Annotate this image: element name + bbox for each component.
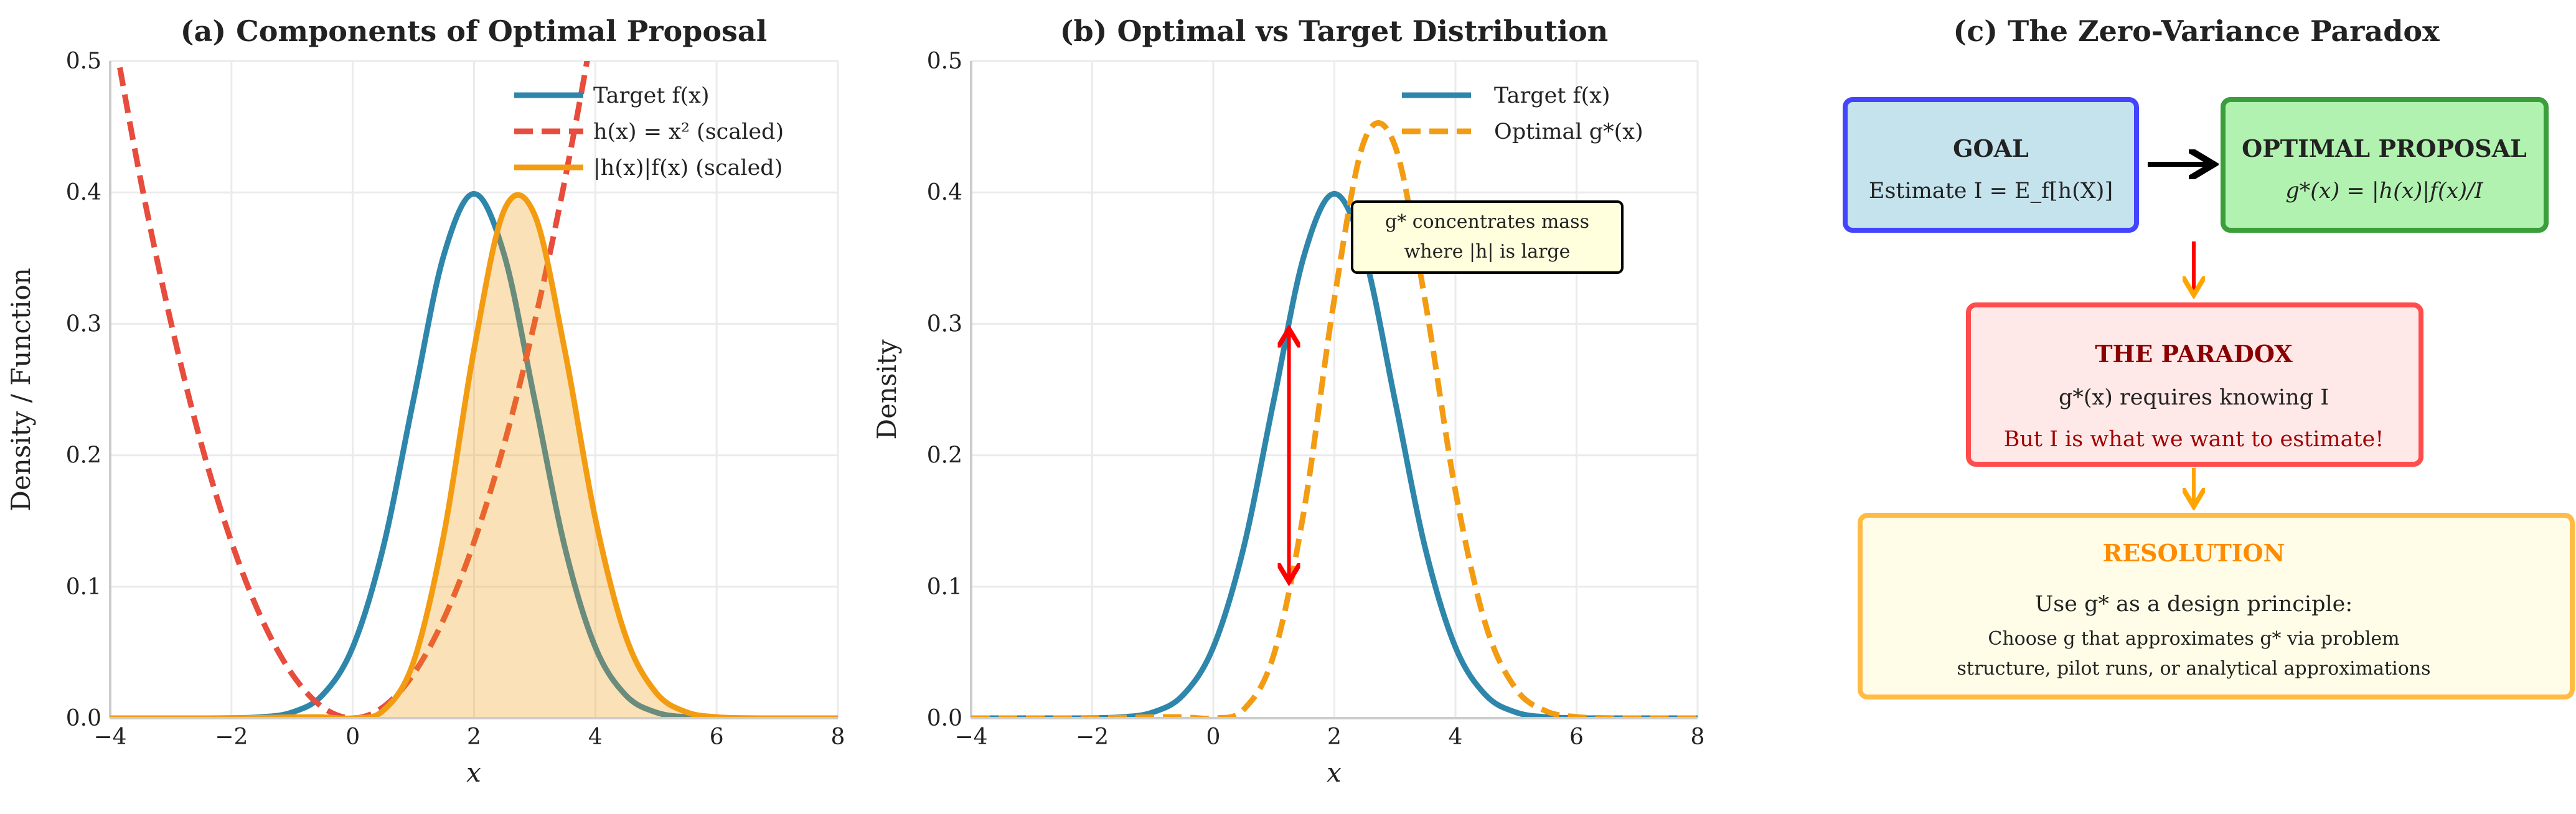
y-tick-label: 0.5 (66, 49, 101, 74)
optimal-text: g*(x) = |h(x)|f(x)/I (2285, 179, 2483, 204)
x-tick-label: 6 (1569, 724, 1584, 750)
x-tick-label: 0 (346, 724, 360, 750)
y-tick-label: 0.3 (927, 311, 962, 337)
x-tick-label: 6 (710, 724, 724, 750)
legend-label: Target f(x) (1494, 83, 1610, 108)
series-fill-area (110, 195, 838, 718)
diagram-title: (c) The Zero-Variance Paradox (1953, 14, 2440, 48)
annotation-text: where |h| is large (1404, 241, 1571, 263)
resolution-line1: Use g* as a design principle: (2035, 592, 2353, 617)
optimal-proposal-box: OPTIMAL PROPOSAL g*(x) = |h(x)|f(x)/I (2221, 97, 2549, 233)
x-tick-label: −4 (954, 724, 987, 750)
paradox-box-frame (1966, 302, 2423, 467)
y-tick-label: 0.2 (66, 443, 101, 469)
optimal-title: OPTIMAL PROPOSAL (2242, 134, 2527, 162)
annotation-text: g* concentrates mass (1385, 211, 1589, 233)
optimal-box-frame (2221, 97, 2549, 233)
x-tick-label: 2 (1327, 724, 1342, 750)
x-tick-label: 2 (467, 724, 481, 750)
legend-label: Optimal g*(x) (1494, 119, 1643, 144)
x-tick-label: −4 (93, 724, 126, 750)
y-axis-label: Density / Function (6, 268, 36, 511)
resolution-title: RESOLUTION (2103, 539, 2285, 567)
goal-text: Estimate I = E_f[h(X)] (1869, 179, 2113, 204)
resolution-box-frame (1858, 513, 2575, 699)
annotation-box (1351, 200, 1624, 274)
resolution-line3: structure, pilot runs, or analytical app… (1957, 658, 2431, 680)
y-tick-label: 0.0 (66, 706, 101, 731)
y-tick-label: 0.1 (927, 574, 962, 600)
x-tick-label: 0 (1206, 724, 1221, 750)
resolution-line2: Choose g that approximates g* via proble… (1988, 628, 2399, 650)
goal-box-frame (1843, 97, 2139, 233)
x-axis-label: x (1327, 757, 1342, 788)
y-tick-label: 0.4 (66, 180, 101, 205)
paradox-title: THE PARADOX (2095, 340, 2293, 368)
y-tick-label: 0.5 (927, 49, 962, 74)
panel-a-chart: (a) Components of Optimal Proposal Densi… (6, 14, 845, 788)
x-axis-label: x (466, 757, 481, 788)
x-tick-label: 8 (1691, 724, 1705, 750)
paradox-line2: But I is what we want to estimate! (2004, 427, 2384, 452)
y-tick-label: 0.1 (66, 574, 101, 600)
panel-c-diagram: (c) The Zero-Variance Paradox GOAL Estim… (1843, 14, 2575, 699)
legend-label: Target f(x) (593, 83, 710, 108)
x-tick-label: 4 (1449, 724, 1463, 750)
x-tick-label: 8 (831, 724, 845, 750)
x-tick-label: −2 (1076, 724, 1109, 750)
y-tick-label: 0.2 (927, 443, 962, 469)
x-tick-label: −2 (215, 724, 248, 750)
y-tick-label: 0.0 (927, 706, 962, 731)
panel-b-chart: (b) Optimal vs Target Distribution Densi… (872, 14, 1704, 788)
y-tick-label: 0.3 (66, 311, 101, 337)
legend-label: |h(x)|f(x) (scaled) (593, 156, 783, 180)
goal-title: GOAL (1953, 134, 2029, 162)
y-tick-label: 0.4 (927, 180, 962, 205)
paradox-box: THE PARADOX g*(x) requires knowing I But… (1966, 302, 2423, 467)
x-tick-label: 4 (588, 724, 603, 750)
chart-title: (b) Optimal vs Target Distribution (1060, 14, 1609, 48)
paradox-line1: g*(x) requires knowing I (2059, 385, 2329, 410)
resolution-box: RESOLUTION Use g* as a design principle:… (1858, 513, 2575, 699)
series-line (116, 61, 590, 718)
goal-box: GOAL Estimate I = E_f[h(X)] (1843, 97, 2139, 233)
chart-title: (a) Components of Optimal Proposal (181, 14, 767, 48)
y-axis-label: Density (872, 339, 902, 439)
legend-label: h(x) = x² (scaled) (593, 119, 784, 144)
